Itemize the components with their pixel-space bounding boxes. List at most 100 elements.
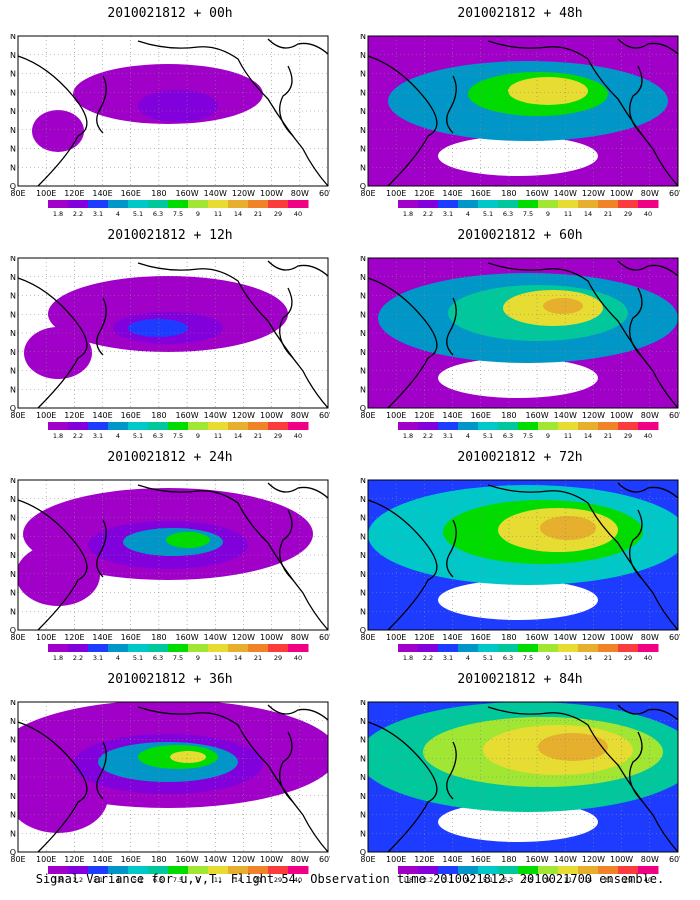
coastline (487, 262, 679, 409)
colorbar-swatch (578, 200, 599, 208)
colorbar-label: 40 (644, 432, 652, 438)
colorbar-label: 1.8 (403, 432, 413, 438)
longitude-label: 160E (471, 855, 491, 864)
coastline (487, 484, 679, 631)
longitude-label: 140W (204, 855, 227, 864)
colorbar-label: 11 (564, 432, 572, 438)
colorbar-swatch (268, 200, 289, 208)
colorbar-swatch (578, 644, 599, 652)
colorbar-label: 21 (604, 432, 612, 438)
coastline (96, 519, 107, 578)
longitude-label: 120E (64, 855, 84, 864)
longitude-label: 120E (414, 189, 434, 198)
colorbar-label: 9 (196, 876, 200, 882)
longitude-label: 160W (525, 855, 548, 864)
longitude-label: 60W (669, 411, 680, 420)
longitude-label: 140E (442, 189, 462, 198)
coastline (617, 482, 679, 499)
colorbar-label: 7.5 (523, 876, 533, 882)
latitude-label: 10N (360, 607, 366, 616)
longitude-label: 160E (471, 633, 491, 642)
colorbar-swatch (208, 422, 229, 430)
longitude-label: 100E (36, 189, 56, 198)
longitude-label: 100E (386, 189, 406, 198)
longitude-label: 120W (232, 633, 255, 642)
longitude-label: 180 (151, 633, 166, 642)
latitude-label: 40N (10, 107, 16, 116)
colorbar-label: 4 (116, 210, 120, 216)
latitude-label: 30N (360, 126, 366, 135)
latitude-label: 30N (10, 792, 16, 801)
colorbar-swatch (618, 866, 639, 874)
colorbar-swatch (68, 644, 89, 652)
colorbar-swatch (148, 200, 169, 208)
colorbar-label: 5.1 (133, 210, 143, 216)
latitude-label: 70N (360, 51, 366, 60)
map-frame (17, 35, 329, 187)
colorbar-swatch (288, 200, 309, 208)
latitude-label: 80N (10, 34, 16, 41)
longitude-label: 160W (175, 411, 198, 420)
latitude-label: 50N (360, 310, 366, 319)
colorbar-label: 29 (624, 210, 632, 216)
latitude-label: 60N (10, 70, 16, 79)
variance-contour (128, 319, 188, 337)
latitude-label: 40N (360, 107, 366, 116)
colorbar-label: 3.1 (93, 654, 103, 660)
map-frame (367, 35, 679, 187)
longitude-label: 80E (360, 411, 375, 420)
longitude-label: 80E (360, 855, 375, 864)
map-panel: 2010021812 + 60h 80N 70N 60N 50N 40N 30N 20N 10N… (350, 222, 690, 442)
coastline (367, 721, 438, 853)
colorbar-label: 11 (214, 432, 222, 438)
colorbar-label: 11 (214, 876, 222, 882)
map-panel: 2010021812 + 00h 80N 70N 60N 50N 40N 30N 20N 10N… (0, 0, 340, 220)
colorbar-label: 29 (624, 654, 632, 660)
colorbar-label: 2.2 (73, 876, 83, 882)
longitude-label: 140E (92, 633, 112, 642)
latitude-label: 10N (10, 385, 16, 394)
panel-title: 2010021812 + 00h (107, 6, 233, 21)
longitude-label: 120W (582, 411, 605, 420)
latitude-label: 80N (360, 256, 366, 263)
longitude-label: 180 (501, 633, 516, 642)
longitude-label: 160W (525, 411, 548, 420)
longitude-label: 60W (319, 189, 330, 198)
colorbar-label: 2.2 (423, 210, 433, 216)
colorbar-label: 5.1 (133, 876, 143, 882)
colorbar-swatch (538, 866, 559, 874)
latitude-label: 70N (10, 51, 16, 60)
colorbar-label: 14 (234, 876, 242, 882)
variance-contour (32, 110, 84, 152)
longitude-label: 120E (414, 411, 434, 420)
colorbar-label: 2.2 (73, 654, 83, 660)
latitude-label: 60N (360, 292, 366, 301)
longitude-label: 80W (291, 189, 309, 198)
colorbar-label: 6.3 (153, 432, 163, 438)
colorbar-label: 3.1 (93, 876, 103, 882)
low-variance-region (438, 136, 598, 176)
panel-title: 2010021812 + 36h (107, 672, 233, 687)
colorbar-swatch (208, 866, 229, 874)
latitude-label: 30N (10, 348, 16, 357)
colorbar-label: 1.8 (53, 654, 63, 660)
latitude-label: 80N (10, 478, 16, 485)
colorbar-label: 9 (546, 654, 550, 660)
longitude-label: 160W (175, 855, 198, 864)
colorbar-swatch (578, 866, 599, 874)
longitude-label: 120W (232, 411, 255, 420)
colorbar-swatch (558, 644, 579, 652)
colorbar-swatch (518, 200, 539, 208)
low-variance-region (438, 802, 598, 842)
colorbar-swatch (598, 422, 619, 430)
colorbar-swatch (398, 200, 419, 208)
colorbar-swatch (518, 422, 539, 430)
colorbar-swatch (418, 422, 439, 430)
colorbar-swatch (248, 422, 269, 430)
colorbar-swatch (48, 200, 69, 208)
longitude-label: 140E (92, 855, 112, 864)
variance-contour (543, 298, 583, 314)
latitude-label: 10N (10, 163, 16, 172)
latitude-label: 20N (360, 589, 366, 598)
longitude-label: 100W (610, 411, 633, 420)
